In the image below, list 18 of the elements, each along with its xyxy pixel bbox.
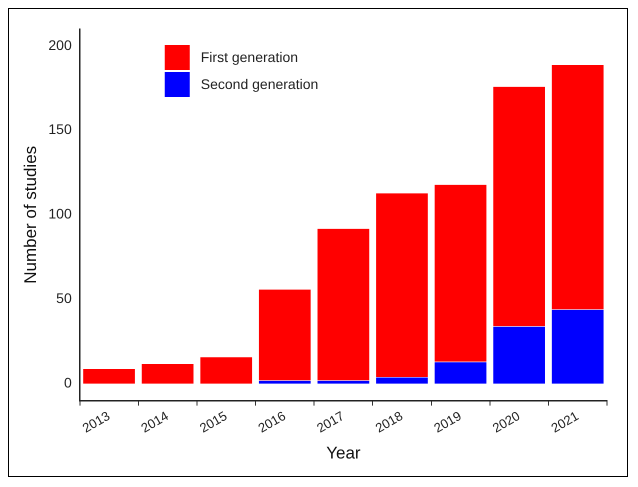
legend-label: Second generation bbox=[200, 76, 318, 92]
y-tick-label: 50 bbox=[56, 290, 72, 306]
x-axis-title: Year bbox=[326, 443, 361, 462]
x-tick-label: 2018 bbox=[372, 408, 406, 436]
x-tick-label: 2016 bbox=[256, 408, 288, 436]
legend-label: First generation bbox=[200, 48, 298, 65]
x-tick-label: 2019 bbox=[431, 408, 464, 436]
x-tick-label: 2014 bbox=[138, 408, 171, 436]
y-tick-label: 150 bbox=[48, 121, 72, 138]
x-tick-label: 2020 bbox=[490, 408, 522, 436]
x-tick-label: 2013 bbox=[80, 408, 112, 436]
x-tick-label: 2021 bbox=[548, 408, 581, 436]
y-tick-label: 200 bbox=[48, 36, 72, 53]
y-tick-label: 0 bbox=[64, 374, 72, 391]
y-tick-label: 100 bbox=[48, 206, 72, 222]
x-tick-label: 2015 bbox=[196, 408, 230, 436]
y-axis-title: Number of studies bbox=[20, 146, 40, 284]
x-tick-label: 2017 bbox=[314, 408, 347, 436]
